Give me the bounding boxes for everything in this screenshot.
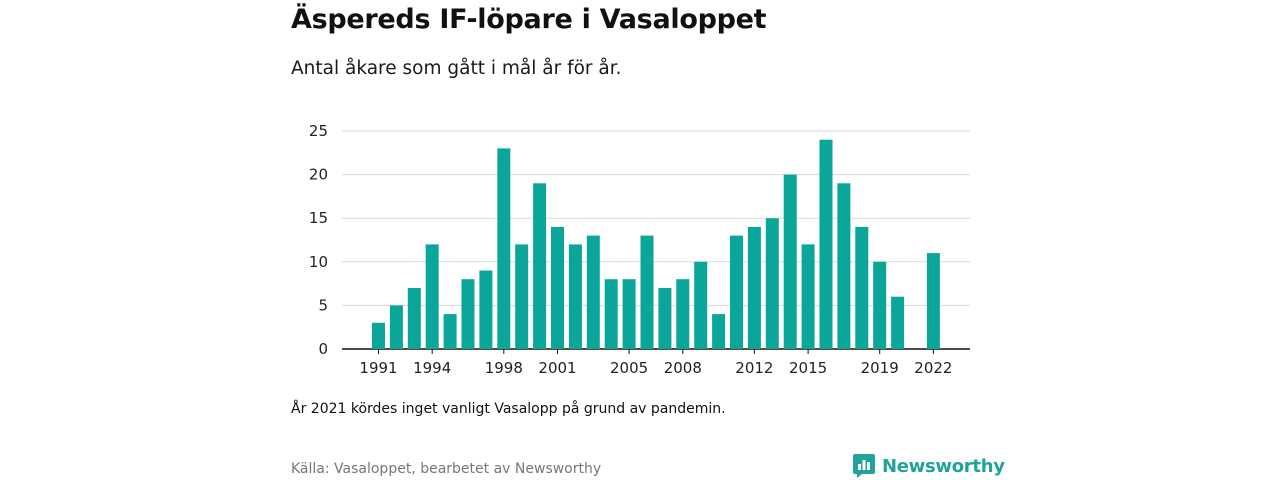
bar-1992 [389,305,403,349]
bar-2005 [622,279,636,349]
bar-2016 [819,139,833,349]
bar-2008 [676,279,690,349]
bar-1999 [515,244,529,349]
bar-chart: 0 5 10 15 20 25 1991 1994 1998 2001 2005 2008 2012 2… [309,122,970,377]
y-axis-ticks: 0 5 10 15 20 25 [309,122,328,358]
x-tick-label: 2019 [861,359,899,377]
bar-2012 [747,226,761,349]
bar-2020 [891,296,905,349]
y-tick-label: 20 [309,166,328,184]
x-tick-label: 2005 [610,359,648,377]
x-tick-label: 1998 [485,359,523,377]
source-credit: Källa: Vasaloppet, bearbetet av Newswort… [291,461,602,477]
bar-1993 [407,288,421,349]
bar-2022 [926,253,940,349]
bar-1991 [372,322,385,349]
bar-2000 [533,183,547,349]
bar-2002 [568,244,582,349]
y-tick-label: 10 [309,253,328,271]
bar-2010 [712,314,726,349]
x-tick-label: 1994 [413,359,451,377]
bar-2006 [640,235,654,349]
x-tick-label: 2015 [789,359,827,377]
bar-2015 [801,244,815,349]
bar-2001 [551,226,564,349]
chart-subtitle: Antal åkare som gått i mål år för år. [291,58,622,79]
bar-1994 [425,244,439,349]
bar-1997 [479,270,493,349]
bar-2004 [604,279,618,349]
y-tick-label: 15 [309,209,328,227]
bar-2003 [586,235,600,349]
y-tick-label: 25 [309,122,328,140]
brand-logo[interactable]: Newsworthy [852,453,1005,479]
bar-1998 [497,148,511,349]
x-tick-label: 2012 [735,359,773,377]
bar-2017 [837,183,851,349]
bar-2007 [658,288,672,349]
x-tick-label: 2022 [914,359,952,377]
bar-2009 [694,261,708,349]
x-axis-ticks: 1991 1994 1998 2001 2005 2008 2012 2015 2019 2022 [359,349,952,377]
x-tick-label: 2008 [664,359,702,377]
bar-2019 [873,261,887,349]
newsworthy-icon [853,454,875,478]
bar-2011 [730,235,743,349]
bar-2014 [783,174,797,349]
footnote: År 2021 kördes inget vanligt Vasalopp på… [291,401,726,417]
bar-2013 [765,218,779,349]
y-tick-label: 0 [318,340,328,358]
y-tick-label: 5 [318,296,328,314]
brand-name: Newsworthy [882,455,1005,477]
x-tick-label: 2001 [538,359,576,377]
bar-1995 [443,314,457,349]
bars [372,139,940,349]
bar-2018 [855,226,869,349]
x-tick-label: 1991 [359,359,397,377]
chart-title: Äspereds IF-löpare i Vasaloppet [291,4,767,35]
bar-1996 [461,279,475,349]
